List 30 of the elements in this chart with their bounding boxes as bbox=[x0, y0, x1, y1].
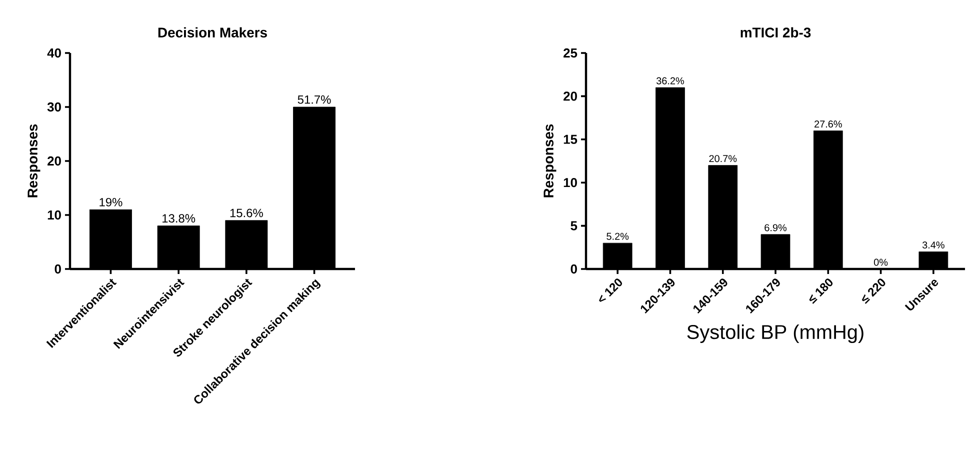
y-axis-title: Responses bbox=[544, 124, 556, 198]
y-tick-label: 10 bbox=[48, 210, 61, 220]
x-tick-label: ≤ 180 bbox=[809, 278, 833, 304]
x-tick-label: < 120 bbox=[599, 278, 622, 302]
y-axis-title: Responses bbox=[28, 124, 40, 198]
annotation: 51.7% bbox=[298, 95, 331, 104]
chart-title: Decision Makers bbox=[158, 27, 267, 38]
annotation: 15.6% bbox=[230, 208, 263, 218]
annotation: 19% bbox=[100, 198, 122, 206]
annotation: 20.7% bbox=[709, 155, 737, 162]
y-tick-label: 25 bbox=[564, 48, 578, 58]
x-axis-title: Systolic BP (mmHg) bbox=[687, 324, 864, 344]
x-tick-label: ≤ 220 bbox=[862, 278, 886, 304]
y-tick-label: 5 bbox=[570, 221, 578, 230]
annotation: 27.6% bbox=[814, 120, 842, 128]
y-tick-label: 20 bbox=[48, 156, 61, 166]
y-tick-label: 0 bbox=[570, 264, 577, 274]
y-tick-label: 15 bbox=[564, 134, 578, 144]
annotation: 13.8% bbox=[162, 214, 196, 223]
annotation: 0% bbox=[874, 258, 888, 266]
annotation: 36.2% bbox=[656, 77, 684, 84]
y-tick-label: 10 bbox=[564, 178, 577, 188]
annotation: 3.4% bbox=[922, 241, 944, 249]
chart-title: mTICI 2b-3 bbox=[740, 27, 811, 38]
y-tick-label: 40 bbox=[47, 48, 61, 58]
annotation: 6.9% bbox=[764, 224, 787, 232]
y-tick-label: 20 bbox=[564, 92, 577, 101]
y-tick-label: 30 bbox=[47, 102, 61, 112]
y-tick-label: 0 bbox=[54, 264, 61, 274]
annotation: 5.2% bbox=[606, 232, 629, 240]
